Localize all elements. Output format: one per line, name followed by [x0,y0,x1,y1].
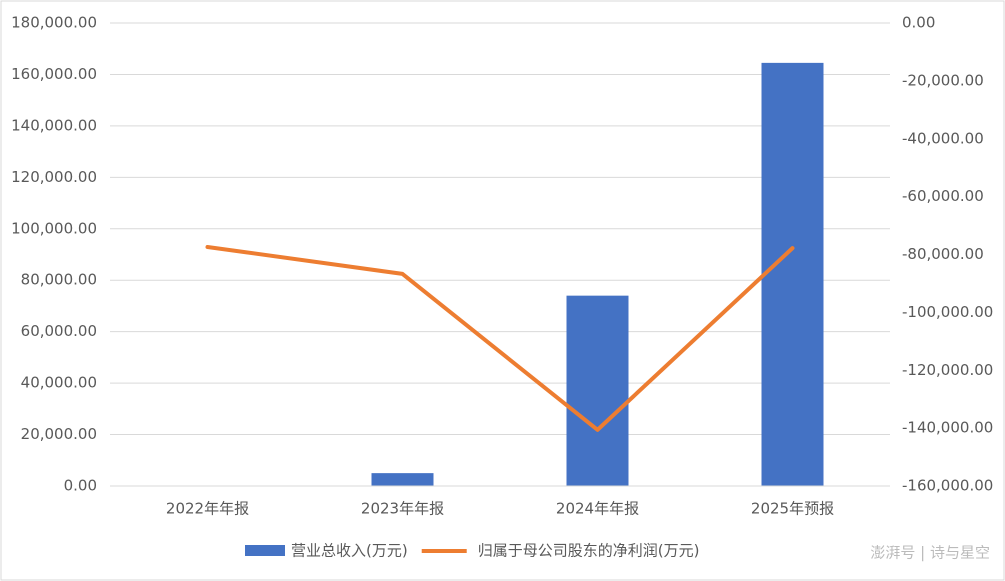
legend-swatch [245,545,285,556]
x-tick-label: 2024年年报 [556,500,639,518]
bar [761,62,824,486]
y-tick-label: 160,000.00 [11,65,97,83]
y-tick-label: 140,000.00 [11,116,97,134]
y2-tick-label: 0.00 [902,14,935,32]
y-tick-label: 80,000.00 [21,271,97,289]
bar [371,473,434,486]
x-tick-label: 2025年预报 [751,500,834,518]
y-tick-label: 120,000.00 [11,168,97,186]
x-tick-label: 2022年年报 [166,500,249,518]
bar [566,295,629,486]
y-tick-label: 180,000.00 [11,14,97,32]
y2-tick-label: -100,000.00 [902,303,993,321]
legend-label: 归属于母公司股东的净利润(万元) [478,542,700,560]
y2-tick-label: -140,000.00 [902,419,993,437]
y-tick-label: 100,000.00 [11,219,97,237]
x-tick-label: 2023年年报 [361,500,444,518]
y2-tick-label: -120,000.00 [902,361,993,379]
y2-tick-label: -60,000.00 [902,187,984,205]
y-tick-label: 40,000.00 [21,374,97,392]
y2-tick-label: -40,000.00 [902,129,984,147]
y-tick-label: 0.00 [64,477,97,495]
y-tick-label: 60,000.00 [21,322,97,340]
y2-tick-label: -80,000.00 [902,245,984,263]
y2-tick-label: -20,000.00 [902,71,984,89]
y-tick-label: 20,000.00 [21,425,97,443]
line [205,244,795,432]
watermark: 澎湃号 | 诗与星空 [870,544,990,562]
y2-tick-label: -160,000.00 [902,477,993,495]
legend-label: 营业总收入(万元) [291,542,408,560]
